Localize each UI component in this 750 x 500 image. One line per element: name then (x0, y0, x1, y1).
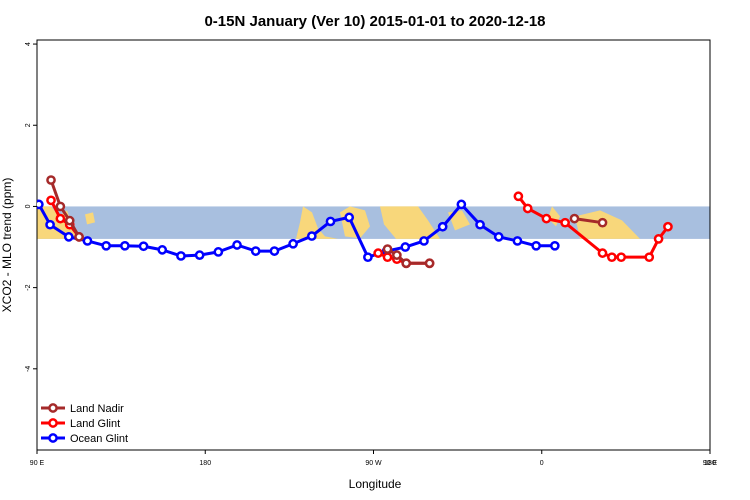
data-point (194, 250, 205, 260)
legend-item: Land Glint (41, 418, 120, 430)
data-point (607, 252, 617, 263)
x-tick-label: 180 (704, 460, 716, 467)
legend: Land Nadir Land Glint Ocean Glint (41, 403, 128, 445)
data-point (424, 258, 435, 269)
series-layer (37, 175, 673, 269)
data-point (437, 221, 448, 232)
x-tick-label: 0 (540, 460, 544, 467)
data-point (522, 203, 533, 214)
data-point (541, 213, 552, 224)
legend-marker (48, 433, 58, 443)
data-point (512, 236, 523, 246)
world-map-land (37, 206, 640, 239)
x-tick-label: 90 E (30, 460, 45, 467)
legend-marker (48, 403, 58, 413)
data-point (55, 201, 66, 212)
data-point (392, 250, 402, 260)
data-point (55, 213, 66, 224)
x-tick-label: 90 E (703, 460, 718, 467)
data-point (269, 246, 280, 256)
data-point (82, 236, 93, 246)
data-point (569, 213, 580, 224)
data-point (513, 191, 524, 202)
land-shape (85, 212, 95, 225)
data-point (616, 252, 627, 263)
legend-item: Land Nadir (41, 403, 124, 415)
y-axis-label: XCO2 - MLO trend (ppm) (0, 178, 14, 313)
data-point (213, 247, 224, 257)
y-tick-label: -2 (25, 284, 32, 290)
y-tick-label: 2 (25, 123, 32, 127)
data-point (456, 199, 467, 210)
data-point (306, 231, 317, 241)
chart-title: 0-15N January (Ver 10) 2015-01-01 to 202… (204, 13, 545, 30)
data-point (597, 248, 608, 258)
legend-label: Land Nadir (70, 403, 124, 415)
data-point (560, 217, 570, 228)
legend-label: Ocean Glint (70, 433, 128, 445)
data-point (74, 232, 84, 242)
land-shape (612, 224, 630, 237)
series-land-nadir (46, 175, 608, 269)
plot-background (37, 206, 710, 239)
data-point (120, 240, 130, 251)
x-tick-label: 90 W (365, 460, 382, 467)
series-ocean-glint (37, 199, 560, 263)
data-point (400, 242, 411, 252)
x-axis-label: Longitude (349, 477, 402, 491)
series-line (517, 195, 670, 259)
x-tick-label: 180 (199, 460, 211, 467)
y-tick-label: 4 (25, 42, 32, 46)
series-line (386, 247, 430, 265)
data-point (363, 252, 373, 263)
data-point (597, 217, 608, 228)
data-point (63, 232, 74, 242)
land-shape (296, 206, 338, 239)
data-point (531, 240, 541, 251)
data-point (46, 195, 56, 206)
data-point (37, 199, 44, 210)
legend-item: Ocean Glint (41, 433, 128, 445)
series-line (49, 179, 81, 238)
data-point (232, 240, 242, 250)
legend-label: Land Glint (70, 418, 120, 430)
land-shape (380, 206, 440, 239)
data-point (382, 252, 393, 263)
data-point (382, 244, 393, 254)
data-point (401, 258, 412, 269)
y-tick-label: 0 (25, 204, 32, 208)
data-point (663, 221, 673, 232)
data-point (475, 219, 485, 230)
data-point (157, 245, 168, 255)
data-point (493, 232, 504, 242)
data-point (373, 248, 384, 258)
data-point (45, 219, 55, 230)
data-point (344, 212, 355, 223)
data-point (653, 234, 664, 244)
data-point (101, 240, 112, 251)
y-tick-label: -4 (25, 366, 32, 372)
data-point (419, 236, 429, 246)
y-axis: 4 2 0 -2 -4 (25, 42, 37, 372)
data-point (46, 175, 56, 185)
data-point (549, 240, 560, 251)
data-point (250, 246, 261, 256)
data-point (288, 238, 298, 249)
data-point (176, 251, 186, 261)
data-point (138, 241, 149, 252)
data-point (325, 216, 336, 227)
data-point (64, 215, 75, 226)
legend-marker (48, 418, 58, 428)
data-point (644, 252, 655, 263)
